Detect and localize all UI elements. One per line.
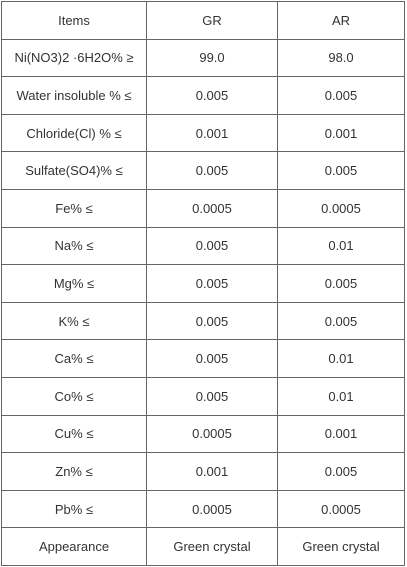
header-cell: AR xyxy=(277,1,405,40)
cell: 0.001 xyxy=(146,113,278,153)
cell: K% ≤ xyxy=(1,301,147,341)
cell: Appearance xyxy=(1,527,147,566)
cell: Green crystal xyxy=(277,527,405,566)
cell: 0.01 xyxy=(277,226,405,266)
row: Na% ≤0.005 0.01 xyxy=(1,226,405,266)
cell: Chloride(Cl) % ≤ xyxy=(1,113,147,153)
cell: 0.005 xyxy=(146,76,278,115)
cell: 0.001 xyxy=(146,452,278,491)
cell: 0.005 xyxy=(146,264,278,303)
cell: Fe% ≤ xyxy=(1,188,147,228)
cell: Pb% ≤ xyxy=(1,489,147,529)
cell: 99.0 xyxy=(146,38,278,78)
cell: 0.01 xyxy=(277,339,405,378)
header-row: Items GR AR xyxy=(1,1,405,40)
cell: 0.0005 xyxy=(277,489,405,529)
row: Pb% ≤0.0005 0.0005 xyxy=(1,489,405,529)
cell: Cu% ≤ xyxy=(1,414,147,454)
cell: 0.0005 xyxy=(277,188,405,228)
cell: 98.0 xyxy=(277,38,405,78)
row: Co% ≤0.005 0.01 xyxy=(1,376,405,416)
header-cell: Items xyxy=(1,1,147,40)
cell: 0.005 xyxy=(146,376,278,416)
cell: 0.0005 xyxy=(146,414,278,454)
cell: 0.005 xyxy=(146,226,278,266)
row: Cu% ≤0.0005 0.001 xyxy=(1,414,405,454)
cell: Green crystal xyxy=(146,527,278,566)
cell: 0.01 xyxy=(277,376,405,416)
cell: 0.005 xyxy=(277,76,405,115)
row: Appearance Green crystal Green crystal xyxy=(1,527,405,566)
cell: Water insoluble % ≤ xyxy=(1,76,147,115)
cell: 0.005 xyxy=(277,301,405,341)
cell: Co% ≤ xyxy=(1,376,147,416)
cell: Ni(NO3)2 ·6H2O% ≥ xyxy=(1,38,147,78)
cell: Mg% ≤ xyxy=(1,264,147,303)
row: Ca% ≤0.005 0.01 xyxy=(1,339,405,378)
row: Mg% ≤0.005 0.005 xyxy=(1,264,405,303)
cell: 0.0005 xyxy=(146,188,278,228)
row: Zn% ≤0.001 0.005 xyxy=(1,452,405,491)
header-cell: GR xyxy=(146,1,278,40)
row: Sulfate(SO4)% ≤0.005 0.005 xyxy=(1,151,405,190)
cell: 0.0005 xyxy=(146,489,278,529)
row: Fe% ≤0.0005 0.0005 xyxy=(1,188,405,228)
cell: 0.005 xyxy=(146,339,278,378)
cell: Ca% ≤ xyxy=(1,339,147,378)
row: Chloride(Cl) % ≤0.001 0.001 xyxy=(1,113,405,153)
cell: Na% ≤ xyxy=(1,226,147,266)
cell: 0.001 xyxy=(277,414,405,454)
cell: 0.005 xyxy=(277,151,405,190)
row: Ni(NO3)2 ·6H2O% ≥99.0 98.0 xyxy=(1,38,405,78)
cell: 0.005 xyxy=(146,151,278,190)
row: K% ≤0.005 0.005 xyxy=(1,301,405,341)
cell: Sulfate(SO4)% ≤ xyxy=(1,151,147,190)
cell: 0.005 xyxy=(277,264,405,303)
cell: 0.001 xyxy=(277,113,405,153)
cell: Zn% ≤ xyxy=(1,452,147,491)
row: Water insoluble % ≤0.005 0.005 xyxy=(1,76,405,115)
cell: 0.005 xyxy=(146,301,278,341)
cell: 0.005 xyxy=(277,452,405,491)
